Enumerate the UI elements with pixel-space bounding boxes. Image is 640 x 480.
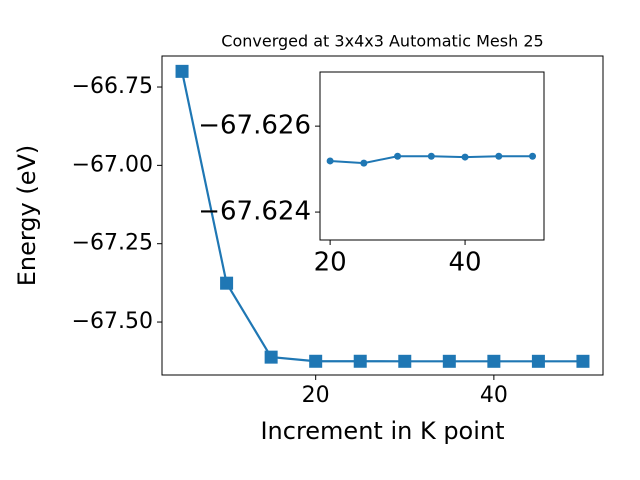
marker xyxy=(309,354,323,368)
marker xyxy=(394,152,402,160)
y-tick-label: −67.50 xyxy=(72,309,153,334)
x-tick-label: 20 xyxy=(302,383,330,408)
y-tick-label: −67.624 xyxy=(198,197,311,227)
x-tick-label: 40 xyxy=(449,248,482,278)
marker xyxy=(576,354,590,368)
x-tick-label: 40 xyxy=(480,383,508,408)
chart-title: Converged at 3x4x3 Automatic Mesh 25 xyxy=(221,32,543,51)
marker xyxy=(529,152,537,160)
marker xyxy=(427,152,435,160)
marker xyxy=(220,276,234,290)
marker xyxy=(531,354,545,368)
y-axis-label: Energy (eV) xyxy=(13,145,41,287)
series-line xyxy=(180,71,583,363)
marker xyxy=(495,152,503,160)
marker xyxy=(442,354,456,368)
y-tick-label: −67.00 xyxy=(72,152,153,177)
marker xyxy=(353,354,367,368)
marker xyxy=(264,350,278,364)
y-tick-label: −67.25 xyxy=(72,231,153,256)
marker xyxy=(360,159,368,167)
marker xyxy=(398,354,412,368)
x-axis-label: Increment in K point xyxy=(260,417,504,445)
marker xyxy=(487,354,501,368)
x-tick-label: 20 xyxy=(314,248,347,278)
marker xyxy=(326,157,334,165)
y-tick-label: −67.626 xyxy=(198,111,311,141)
marker xyxy=(175,64,189,78)
y-tick-label: −66.75 xyxy=(72,74,153,99)
marker xyxy=(461,153,469,161)
